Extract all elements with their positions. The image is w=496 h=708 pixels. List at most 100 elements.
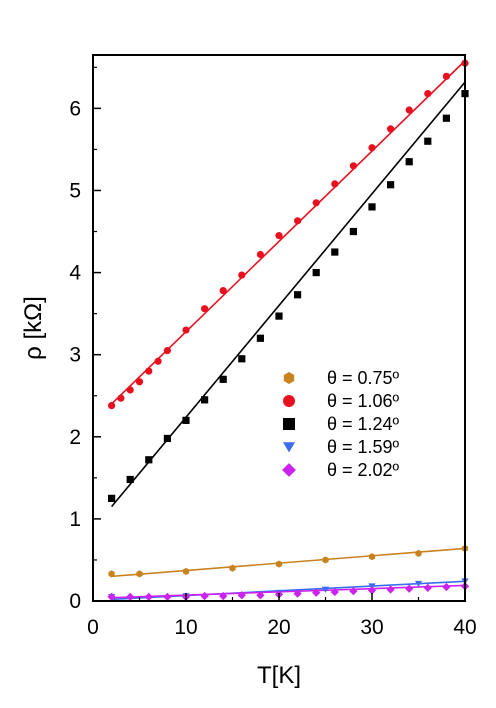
data-point [201,396,209,404]
y-tick-label: 0 [69,590,81,613]
y-axis: 0 1 2 3 4 5 6 [69,66,101,613]
legend-label: θ = 2.02º [327,460,400,480]
legend-label: θ = 1.59º [327,437,400,457]
data-point [237,591,246,600]
data-point [275,312,283,320]
data-point [294,291,302,299]
data-point [108,494,116,502]
data-point [107,592,116,602]
y-tick-label: 4 [69,262,81,285]
data-point [312,268,320,277]
data-point [256,591,265,600]
plot-area [107,59,470,602]
legend-label: θ = 1.06º [327,391,400,411]
data-point [331,248,339,256]
data-point [163,346,171,355]
data-point [312,588,321,597]
data-point [330,587,339,597]
data-point [423,583,432,593]
data-point [442,582,451,592]
x-tick-label: 40 [453,616,476,639]
data-point [322,556,329,564]
legend-label: θ = 1.24º [327,414,400,434]
data-point [415,549,422,557]
data-point [349,162,357,170]
data-point [145,456,153,464]
x-axis: 0 10 20 30 40 [87,593,477,639]
data-point [386,585,395,594]
fit-line-1 [111,60,466,405]
data-point [219,375,227,383]
data-point [368,203,376,211]
data-point [126,475,134,484]
data-point [367,586,377,595]
data-point [238,355,246,363]
fit-line-4 [111,584,466,599]
fit-lines [110,60,466,601]
data-point [108,401,116,410]
y-axis-title: ρ [kΩ] [20,296,47,360]
data-point [182,326,190,334]
data-point [256,334,264,342]
data-point [275,232,283,240]
data-markers [107,59,470,602]
data-point [136,570,143,578]
data-point [154,357,162,365]
data-point [182,567,190,576]
data-point [163,434,171,443]
data-point [200,591,209,601]
plot-frame [92,54,466,602]
legend-marker [282,463,296,477]
data-point [331,180,339,188]
y-tick-label: 2 [69,426,81,449]
data-point [368,553,376,561]
data-point [405,158,413,166]
data-point [349,587,358,596]
data-point [219,591,228,601]
data-point [135,378,144,386]
data-point [145,367,153,375]
data-point [405,106,413,114]
data-point [275,560,283,568]
x-axis-title: T[K] [257,662,301,689]
data-point [387,125,395,133]
legend: θ = 0.75º θ = 1.06º θ = 1.24º θ = 1.59º θ = … [282,368,400,480]
x-tick-label: 0 [87,616,99,639]
data-point [229,564,236,572]
data-point [321,586,330,593]
data-point [126,592,135,602]
data-point [424,89,432,98]
x-tick-label: 10 [174,616,197,639]
data-point [442,114,450,122]
data-point [117,394,125,402]
y-tick-label: 1 [69,508,81,531]
data-point [144,592,153,602]
data-point [405,584,414,593]
y-tick-label: 6 [69,97,81,120]
data-point [414,580,423,587]
y-tick-label: 3 [69,344,81,367]
data-point [182,416,190,424]
data-point [238,271,246,279]
data-point [349,227,357,236]
data-point [163,592,172,602]
x-tick-label: 20 [267,616,290,639]
fit-line-0 [111,547,466,578]
legend-marker [283,442,295,453]
data-point [424,137,432,145]
data-point [219,287,227,295]
y-tick-label: 5 [69,179,81,202]
legend-marker [283,395,295,407]
data-point [293,589,302,598]
data-point [387,181,395,189]
data-point [201,305,209,313]
data-point [126,386,134,394]
data-point [256,250,264,259]
legend-marker [283,372,295,384]
x-tick-label: 30 [360,616,383,639]
data-point [442,72,450,80]
data-point [312,199,320,207]
data-point [294,217,302,225]
legend-marker [283,418,295,430]
